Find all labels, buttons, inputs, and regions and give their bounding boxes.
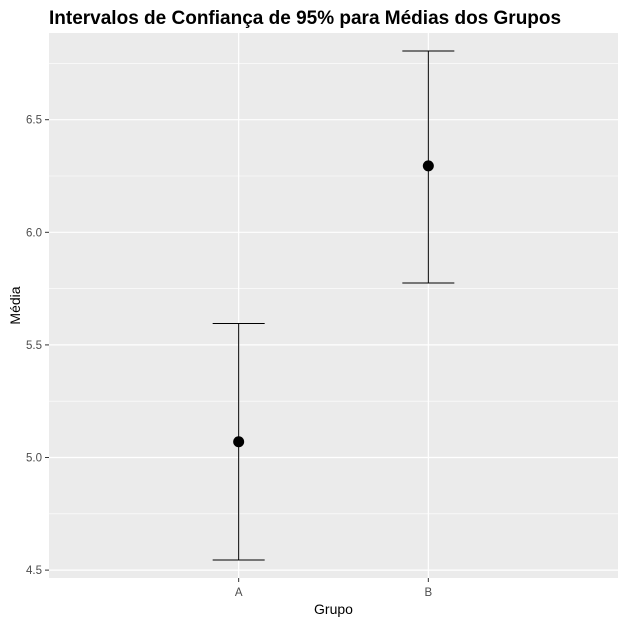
minor-grid xyxy=(49,63,618,515)
plot-panel xyxy=(49,33,618,578)
y-tick-label: 5.0 xyxy=(26,453,42,465)
y-tick-label: 6.5 xyxy=(26,115,42,127)
error-bar-b xyxy=(402,50,455,284)
x-axis-title: Grupo xyxy=(314,601,353,617)
mean-point xyxy=(422,160,434,172)
y-axis: 4.5 5.0 5.5 6.0 6.5 xyxy=(26,115,49,577)
y-tick-label: 5.5 xyxy=(26,340,42,352)
error-bars xyxy=(212,50,455,561)
y-axis-title: Média xyxy=(7,286,23,324)
y-tick-label: 6.0 xyxy=(26,227,42,239)
chart-title: Intervalos de Confiança de 95% para Médi… xyxy=(49,8,561,29)
x-tick-label: A xyxy=(235,587,243,599)
mean-point xyxy=(233,436,245,448)
error-bar-a xyxy=(212,323,265,561)
y-tick-label: 4.5 xyxy=(26,565,42,577)
x-tick-label: B xyxy=(424,587,432,599)
